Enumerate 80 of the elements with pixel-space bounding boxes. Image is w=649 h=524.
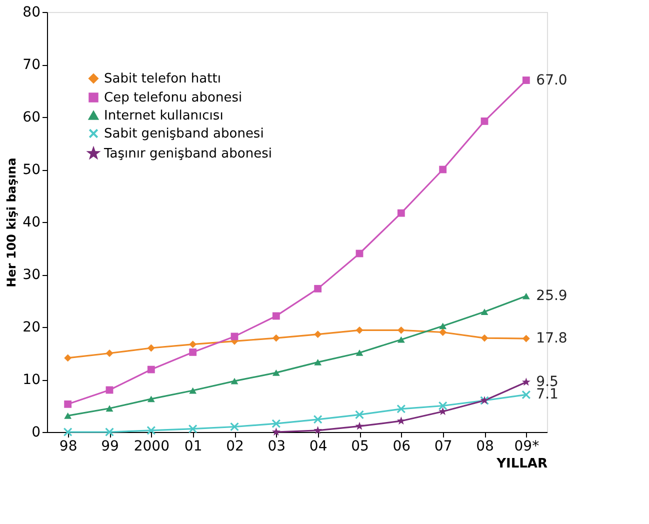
x-tick-label: 09* xyxy=(514,438,540,454)
point xyxy=(63,427,72,437)
y-axis-title: Her 100 kişi başına xyxy=(4,158,19,288)
y-tick-label: 80 xyxy=(22,4,40,20)
point xyxy=(64,400,72,408)
point xyxy=(314,358,322,366)
point xyxy=(397,336,405,343)
point xyxy=(230,422,240,432)
x-axis-title: YILLAR xyxy=(496,456,548,472)
x-tick-label: 2000 xyxy=(134,438,170,454)
point xyxy=(480,334,488,342)
x-tick-label: 05 xyxy=(351,438,369,454)
point xyxy=(64,412,72,419)
y-tick-label: 10 xyxy=(22,372,40,388)
point xyxy=(314,426,322,434)
point xyxy=(397,209,405,217)
point xyxy=(522,76,530,84)
point xyxy=(230,378,238,384)
point xyxy=(272,428,280,436)
y-tick-label: 0 xyxy=(32,424,40,440)
point xyxy=(147,396,155,402)
x-tick-label: 06 xyxy=(392,438,411,454)
x-tick-label: 01 xyxy=(184,438,202,454)
point xyxy=(189,387,197,394)
point xyxy=(397,326,405,334)
legend-label: Internet kullanıcısı xyxy=(104,108,224,124)
y-tick-label: 40 xyxy=(22,214,40,230)
y-tick-label: 30 xyxy=(22,267,40,283)
legend-label: Sabit telefon hattı xyxy=(104,72,221,86)
point xyxy=(480,308,488,315)
legend-label: Cep telefonu abonesi xyxy=(104,90,242,106)
point xyxy=(522,334,530,342)
point xyxy=(522,390,531,400)
point xyxy=(356,326,364,334)
x-tick-label: 99 xyxy=(101,438,119,454)
point xyxy=(272,419,281,428)
point xyxy=(522,378,530,386)
x-tick-label: 02 xyxy=(226,438,244,454)
point xyxy=(314,284,322,292)
x-tick-label: 04 xyxy=(309,438,328,454)
point xyxy=(188,424,198,434)
legend-label: Taşınır genişband abonesi xyxy=(103,146,272,162)
point xyxy=(314,330,322,338)
y-tick-label: 20 xyxy=(22,320,40,336)
point xyxy=(396,416,406,425)
annotation: 67.0 xyxy=(536,72,568,88)
y-tick-label: 70 xyxy=(22,57,40,73)
point xyxy=(439,322,447,330)
point xyxy=(439,166,447,174)
point xyxy=(272,369,280,376)
point xyxy=(106,405,114,412)
x-tick-label: 03 xyxy=(268,438,286,454)
point xyxy=(230,332,238,340)
point xyxy=(354,410,364,420)
annotation: 17.8 xyxy=(536,330,568,347)
point xyxy=(438,401,448,410)
x-tick-label: 07 xyxy=(434,438,452,454)
point xyxy=(64,354,72,362)
point xyxy=(522,292,530,300)
point xyxy=(146,426,156,435)
point xyxy=(272,312,280,320)
annotation: 25.9 xyxy=(536,288,568,304)
legend-label: Sabit genişband abonesi xyxy=(104,126,264,142)
point xyxy=(104,427,114,437)
point xyxy=(313,414,322,424)
x-tick-label: 08 xyxy=(476,438,494,454)
x-tick-label: 98 xyxy=(59,438,78,454)
point xyxy=(147,366,155,374)
point xyxy=(272,334,280,342)
y-tick-label: 50 xyxy=(22,162,40,178)
point xyxy=(480,117,488,125)
point xyxy=(355,422,364,430)
annotation: 7.1 xyxy=(536,386,558,403)
point xyxy=(396,404,406,414)
point xyxy=(439,328,447,336)
point xyxy=(189,340,197,348)
point xyxy=(356,350,364,356)
point xyxy=(189,348,197,356)
y-tick-label: 60 xyxy=(22,110,40,126)
point xyxy=(147,344,155,352)
